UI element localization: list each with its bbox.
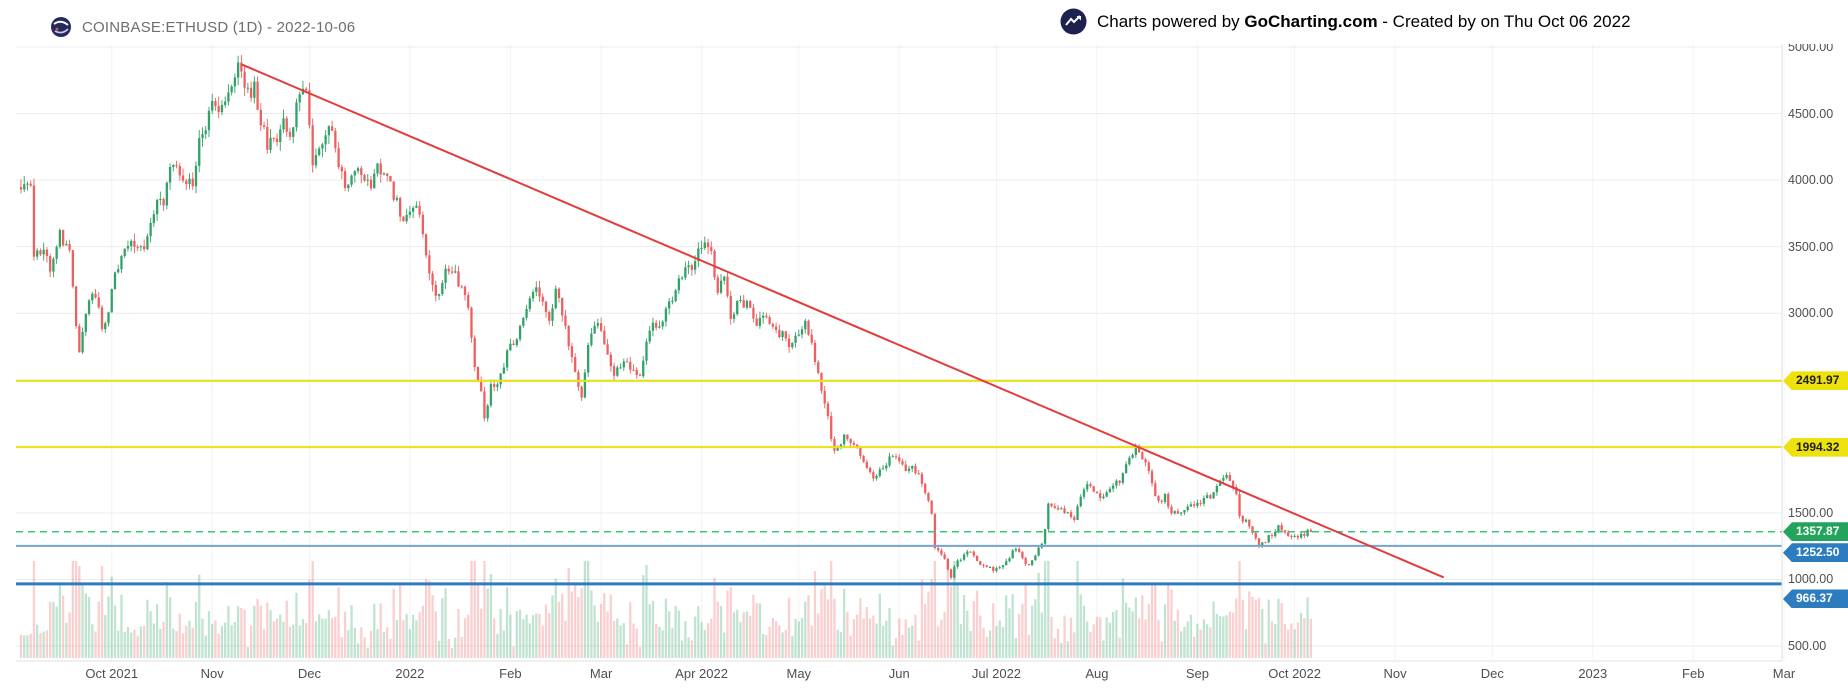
x-axis-label: Jun xyxy=(888,666,910,681)
y-axis-label: 4000.00 xyxy=(1788,173,1834,188)
y-axis-label: 500.00 xyxy=(1788,639,1827,653)
x-axis-label: 2023 xyxy=(1578,666,1608,681)
powered-brand: GoCharting.com xyxy=(1244,11,1378,31)
price-badge[interactable]: 1252.50 xyxy=(1783,543,1848,563)
header-left: COINBASE:ETHUSD (1D) - 2022-10-06 xyxy=(50,16,355,38)
y-axis-label: 3000.00 xyxy=(1788,306,1834,321)
axis-separators xyxy=(16,37,1783,662)
price-badge[interactable]: 1994.32 xyxy=(1783,437,1848,457)
chart-header: COINBASE:ETHUSD (1D) - 2022-10-06 Charts… xyxy=(0,0,1848,44)
powered-suffix: - Created by on Thu Oct 06 2022 xyxy=(1377,11,1631,31)
volume-layer xyxy=(19,561,1312,658)
candles-layer xyxy=(19,55,1312,580)
gocharting-logo-icon xyxy=(50,16,72,38)
x-axis-label: Apr 2022 xyxy=(675,666,728,681)
x-axis-label: Nov xyxy=(200,666,224,681)
x-axis-label: Dec xyxy=(1480,666,1504,681)
x-axis-label: Oct 2021 xyxy=(85,666,139,681)
header-right: Charts powered by GoCharting.com - Creat… xyxy=(1060,8,1631,35)
trendline-layer xyxy=(240,63,1445,579)
trending-up-icon xyxy=(1060,8,1087,35)
x-axis-label: Aug xyxy=(1085,666,1109,681)
price-badge[interactable]: 966.37 xyxy=(1783,589,1848,609)
powered-prefix: Charts powered by xyxy=(1097,11,1245,31)
price-badge[interactable]: 2491.97 xyxy=(1783,371,1848,391)
y-axis-label: 3500.00 xyxy=(1788,239,1834,254)
x-axis-label: Mar xyxy=(589,666,613,681)
y-axis-label: 4500.00 xyxy=(1788,106,1834,121)
x-axis-label: Oct 2022 xyxy=(1268,666,1321,681)
x-axis-label: Feb xyxy=(1682,666,1705,681)
x-axis-label: Nov xyxy=(1383,666,1407,681)
y-axis-label: 1500.00 xyxy=(1788,505,1834,520)
powered-by-text: Charts powered by GoCharting.com - Creat… xyxy=(1097,12,1631,32)
levels-layer xyxy=(16,379,1782,586)
symbol-title: COINBASE:ETHUSD (1D) - 2022-10-06 xyxy=(82,18,356,36)
x-axis-label: Feb xyxy=(499,666,522,681)
trend-line[interactable] xyxy=(240,63,1445,579)
price-badge[interactable]: 1357.87 xyxy=(1783,522,1848,542)
x-axis-label: May xyxy=(786,666,812,681)
x-axis-label: Jul 2022 xyxy=(971,666,1022,681)
x-axis-label: Mar xyxy=(1772,666,1796,681)
x-axis-label: Dec xyxy=(297,666,321,681)
x-axis-label: Sep xyxy=(1185,666,1209,681)
y-axis-label: 1000.00 xyxy=(1788,572,1834,587)
x-axis-label: 2022 xyxy=(395,666,425,681)
